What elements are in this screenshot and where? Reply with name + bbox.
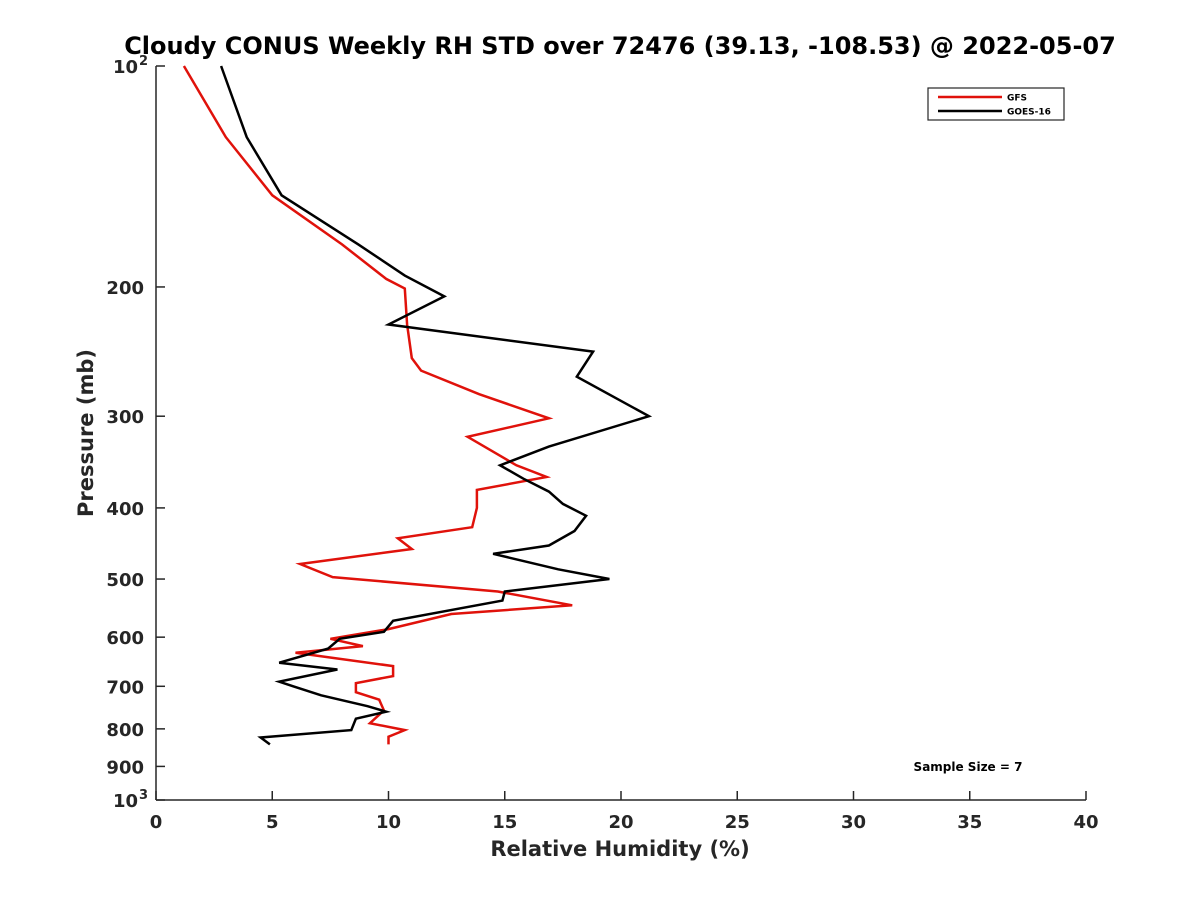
x-tick-label: 10 [376,812,401,833]
y-tick-label: 900 [106,757,144,778]
x-tick-label: 15 [492,812,517,833]
chart-title: Cloudy CONUS Weekly RH STD over 72476 (3… [124,32,1116,60]
y-tick-exponent: 3 [139,788,148,803]
y-tick-label: 800 [106,720,144,741]
sample-size-annotation: Sample Size = 7 [914,760,1023,774]
x-tick-label: 20 [608,812,633,833]
x-tick-label: 25 [725,812,750,833]
y-tick-label: 700 [106,677,144,698]
legend-label-goes16: GOES-16 [1007,108,1051,118]
y-tick-label: 500 [106,570,144,591]
y-tick-label: 10 [113,791,138,812]
x-axis-label: Relative Humidity (%) [490,837,749,861]
y-tick-label: 300 [106,407,144,428]
y-tick-label: 400 [106,499,144,520]
x-tick-label: 40 [1073,812,1098,833]
legend: GFS GOES-16 [927,87,1065,121]
legend-label-gfs: GFS [1007,94,1027,104]
y-tick-label: 200 [106,278,144,299]
y-tick-label: 10 [113,57,138,78]
series-layer [182,65,653,746]
x-tick-label: 5 [266,812,279,833]
series-line-gfs [182,65,573,745]
x-tick-label: 0 [150,812,163,833]
x-tick-label: 35 [957,812,982,833]
legend-box [927,87,1065,121]
y-tick-label: 600 [106,628,144,649]
y-tick-exponent: 2 [139,54,148,69]
y-axis-label: Pressure (mb) [74,349,98,517]
x-tick-label: 30 [841,812,866,833]
series-line-goes-16 [219,65,653,746]
